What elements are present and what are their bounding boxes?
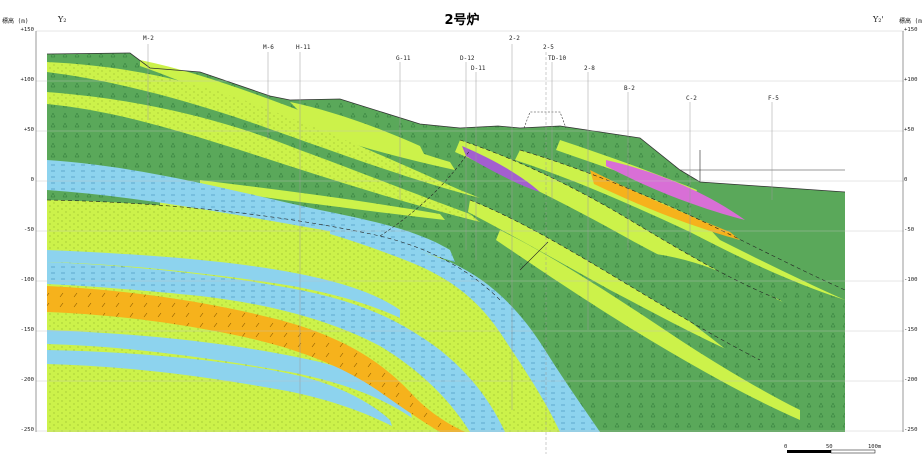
elevation-label: -250 (904, 427, 918, 433)
ground-surface (46, 52, 846, 193)
borehole-label: F-5 (768, 95, 779, 102)
elevation-label: +150 (20, 27, 34, 33)
section-label-right: Y₂' (873, 15, 884, 24)
borehole-label: 2-5 (543, 44, 554, 51)
borehole-label: M-6 (263, 44, 274, 51)
elevation-label: -50 (904, 227, 915, 233)
elevation-label: -200 (904, 377, 918, 383)
elevation-label: -200 (20, 377, 34, 383)
purple-lens (462, 146, 540, 192)
elevation-label: +50 (904, 127, 915, 133)
scale-label: 100m (868, 444, 882, 450)
elevation-label: -50 (23, 227, 34, 233)
axis-unit-left: 標高 (m) (2, 18, 29, 25)
borehole-label: TD-10 (548, 55, 567, 62)
elevation-grid (36, 30, 904, 432)
scale-bar (787, 449, 876, 454)
borehole-label: 2-2 (509, 35, 520, 42)
borehole-label: H-11 (296, 44, 311, 51)
elevation-label: -150 (20, 327, 34, 333)
elevation-label: -250 (20, 427, 34, 433)
elevation-label: 0 (30, 177, 34, 183)
borehole-label: D-11 (471, 65, 486, 72)
elevation-label: +50 (23, 127, 34, 133)
elevation-label: -150 (904, 327, 918, 333)
borehole-label: B-2 (624, 85, 635, 92)
orange-lens (590, 170, 740, 240)
magenta-lens (606, 160, 745, 220)
scale-label: 50 (826, 444, 833, 450)
axis-unit-right: 標高 (m (899, 18, 922, 25)
fault-lines (46, 139, 846, 361)
elevation-label: +100 (904, 77, 918, 83)
scale-label: 0 (784, 444, 788, 450)
reactor-outline (523, 111, 567, 129)
borehole-label: 2-8 (584, 65, 595, 72)
section-label-left: Y₂ (58, 15, 67, 24)
elevation-label: -100 (20, 277, 34, 283)
figure-title: 2号炉 (444, 13, 480, 28)
elevation-label: +150 (904, 27, 918, 33)
borehole-label: G-11 (396, 55, 411, 62)
borehole-label: M-2 (143, 35, 154, 42)
borehole-lines (147, 44, 773, 454)
elevation-label: 0 (904, 177, 908, 183)
elevation-label: +100 (20, 77, 34, 83)
borehole-label: D-12 (460, 55, 475, 62)
borehole-label: C-2 (686, 95, 697, 102)
elevation-label: -100 (904, 277, 918, 283)
